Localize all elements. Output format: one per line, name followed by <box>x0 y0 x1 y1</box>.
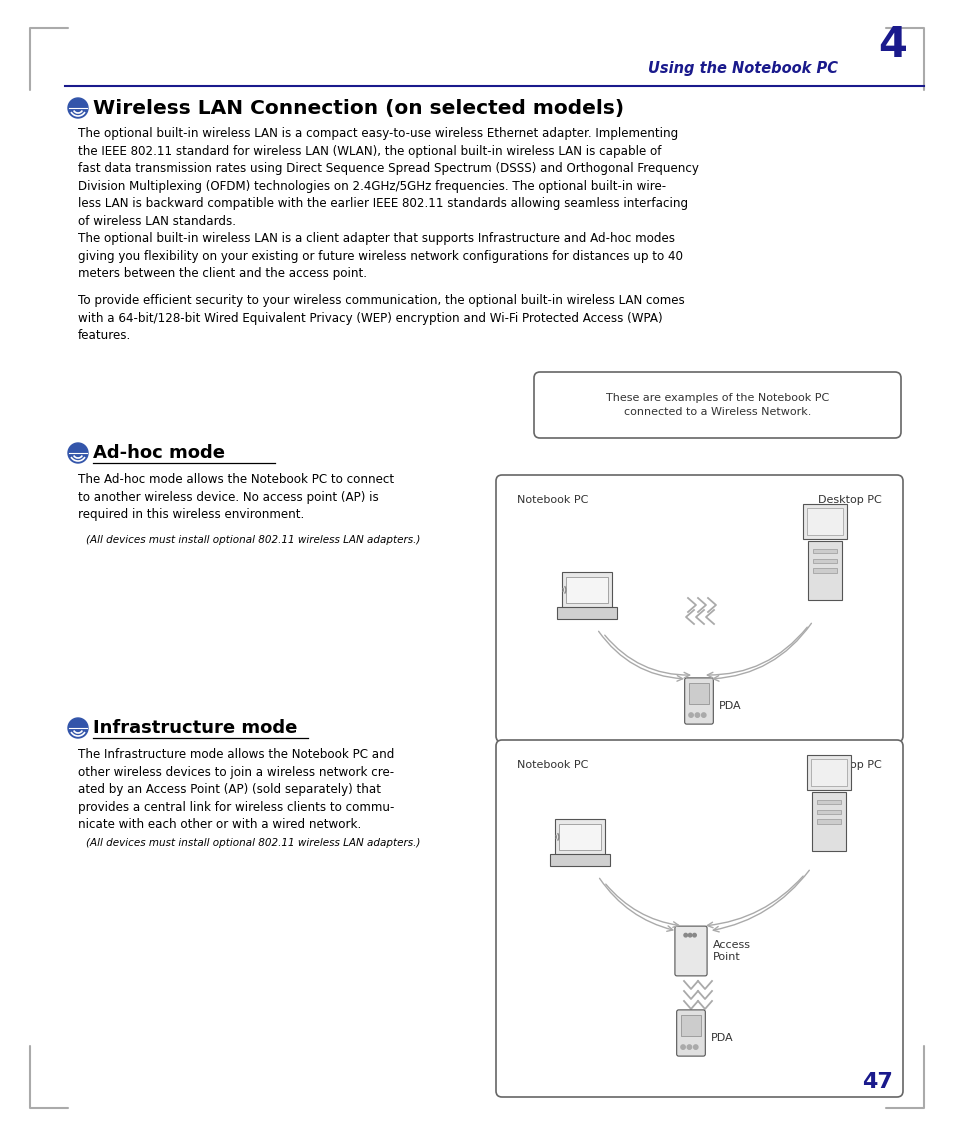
Text: Wireless LAN Connection (on selected models): Wireless LAN Connection (on selected mod… <box>92 99 623 117</box>
Text: 4: 4 <box>877 24 906 66</box>
Text: The optional built-in wireless LAN is a client adapter that supports Infrastruct: The optional built-in wireless LAN is a … <box>78 232 682 279</box>
FancyBboxPatch shape <box>557 608 617 619</box>
Text: These are examples of the Notebook PC
connected to a Wireless Network.: These are examples of the Notebook PC co… <box>605 393 828 417</box>
Text: Access
Point: Access Point <box>712 939 750 962</box>
FancyBboxPatch shape <box>550 854 609 866</box>
Circle shape <box>68 98 88 118</box>
Circle shape <box>680 1045 684 1050</box>
FancyBboxPatch shape <box>806 509 841 535</box>
Circle shape <box>683 934 687 937</box>
Circle shape <box>695 713 699 717</box>
Text: PDA: PDA <box>719 701 740 711</box>
Text: Desktop PC: Desktop PC <box>818 760 882 770</box>
Text: PDA: PDA <box>710 1033 733 1043</box>
Circle shape <box>68 718 88 738</box>
FancyBboxPatch shape <box>561 573 612 608</box>
Text: 47: 47 <box>862 1072 893 1092</box>
Text: (All devices must install optional 802.11 wireless LAN adapters.): (All devices must install optional 802.1… <box>86 838 420 847</box>
FancyBboxPatch shape <box>689 683 708 703</box>
FancyBboxPatch shape <box>802 504 846 540</box>
FancyBboxPatch shape <box>806 754 850 791</box>
Text: Ad-hoc mode: Ad-hoc mode <box>92 444 225 462</box>
Text: Using the Notebook PC: Using the Notebook PC <box>647 61 837 76</box>
FancyBboxPatch shape <box>676 1010 704 1056</box>
FancyBboxPatch shape <box>558 824 600 850</box>
FancyBboxPatch shape <box>674 926 706 976</box>
Circle shape <box>688 934 691 937</box>
Text: The Infrastructure mode allows the Notebook PC and
other wireless devices to joi: The Infrastructure mode allows the Noteb… <box>78 747 394 832</box>
FancyBboxPatch shape <box>812 568 837 573</box>
FancyBboxPatch shape <box>816 800 841 804</box>
FancyBboxPatch shape <box>680 1014 700 1036</box>
Text: Notebook PC: Notebook PC <box>517 495 588 506</box>
FancyBboxPatch shape <box>534 371 900 438</box>
Text: Notebook PC: Notebook PC <box>517 760 588 770</box>
Circle shape <box>686 1045 691 1050</box>
Text: To provide efficient security to your wireless communication, the optional built: To provide efficient security to your wi… <box>78 294 684 342</box>
Text: Desktop PC: Desktop PC <box>818 495 882 506</box>
FancyBboxPatch shape <box>812 559 837 563</box>
FancyBboxPatch shape <box>816 810 841 813</box>
FancyBboxPatch shape <box>496 740 902 1097</box>
Circle shape <box>692 934 696 937</box>
Circle shape <box>68 443 88 463</box>
Text: The Ad-hoc mode allows the Notebook PC to connect
to another wireless device. No: The Ad-hoc mode allows the Notebook PC t… <box>78 473 394 521</box>
FancyBboxPatch shape <box>566 577 607 603</box>
Text: Infrastructure mode: Infrastructure mode <box>92 719 297 737</box>
FancyBboxPatch shape <box>811 792 845 851</box>
FancyBboxPatch shape <box>555 819 604 854</box>
Circle shape <box>693 1045 698 1050</box>
FancyBboxPatch shape <box>684 678 713 724</box>
Text: The optional built-in wireless LAN is a compact easy-to-use wireless Ethernet ad: The optional built-in wireless LAN is a … <box>78 127 699 227</box>
FancyBboxPatch shape <box>496 475 902 742</box>
Text: (All devices must install optional 802.11 wireless LAN adapters.): (All devices must install optional 802.1… <box>86 535 420 545</box>
Circle shape <box>700 713 705 717</box>
FancyBboxPatch shape <box>811 759 845 786</box>
FancyBboxPatch shape <box>816 819 841 824</box>
FancyBboxPatch shape <box>807 541 841 600</box>
FancyBboxPatch shape <box>812 549 837 553</box>
Circle shape <box>688 713 693 717</box>
